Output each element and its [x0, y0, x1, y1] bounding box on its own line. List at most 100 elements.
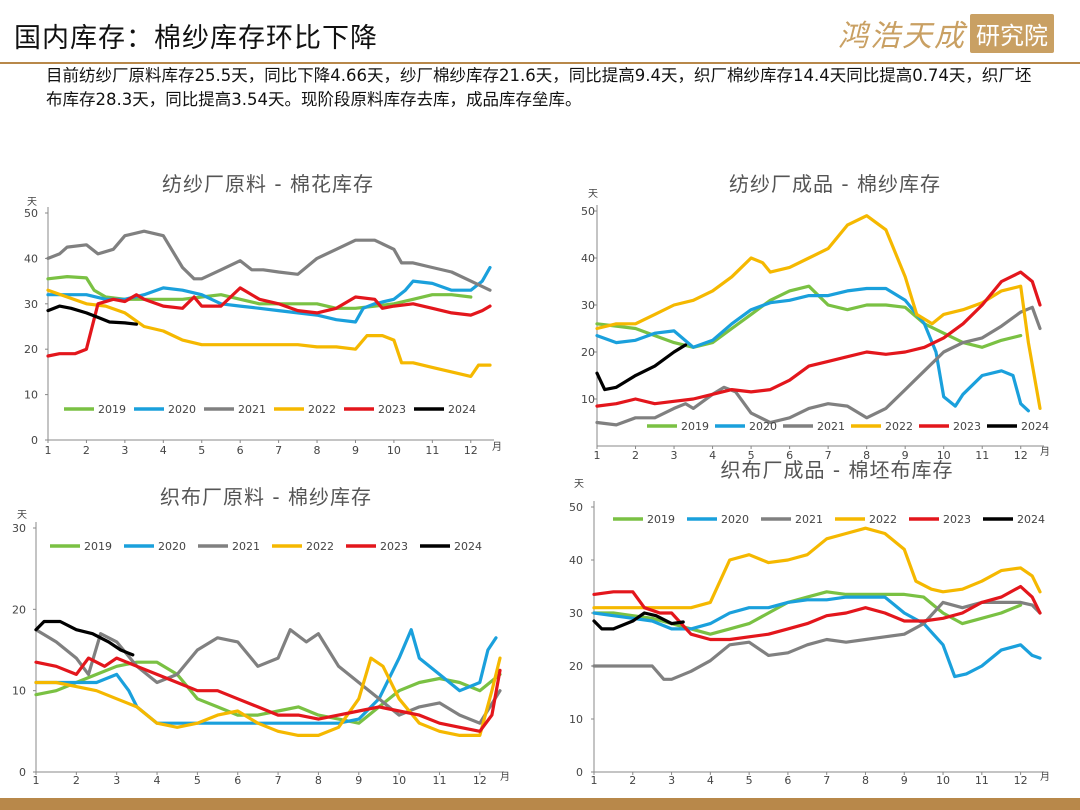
logo-text: 鸿浩天成 [838, 19, 966, 54]
x-tick-label: 7 [825, 449, 832, 462]
x-tick-label: 4 [160, 444, 167, 457]
x-unit-label: 月 [492, 441, 502, 453]
legend-label-2023: 2023 [943, 513, 971, 526]
legend-label-2022: 2022 [885, 420, 913, 433]
series-line-2019 [595, 284, 1023, 349]
x-tick-label: 6 [237, 444, 244, 457]
x-tick-label: 3 [113, 774, 120, 787]
legend-label-2021: 2021 [232, 540, 260, 553]
y-unit-label: 天 [17, 510, 27, 521]
x-tick-label: 12 [1014, 449, 1028, 462]
x-tick-label: 7 [823, 774, 830, 787]
y-unit-label: 天 [27, 197, 37, 208]
legend-label-2023: 2023 [380, 540, 408, 553]
x-tick-label: 8 [314, 444, 321, 457]
legend-label-2020: 2020 [158, 540, 186, 553]
x-tick-label: 2 [83, 444, 90, 457]
legend-label-2022: 2022 [308, 403, 336, 416]
header-divider [0, 62, 1080, 64]
x-tick-label: 3 [668, 774, 675, 787]
series-line-2022 [595, 214, 1042, 410]
x-tick-label: 5 [746, 774, 753, 787]
chart-title: 织布厂成品 - 棉坯布库存 [721, 458, 954, 482]
y-tick-label: 0 [31, 434, 38, 447]
x-tick-label: 4 [154, 774, 161, 787]
y-tick-label: 0 [19, 766, 26, 779]
series-line-2022 [46, 288, 492, 378]
legend-label-2021: 2021 [795, 513, 823, 526]
x-tick-label: 3 [671, 449, 678, 462]
series-line-2022 [592, 526, 1042, 610]
x-tick-label: 11 [975, 449, 989, 462]
x-tick-label: 9 [355, 774, 362, 787]
y-tick-label: 40 [581, 252, 595, 265]
y-unit-label: 天 [588, 189, 598, 200]
x-tick-label: 5 [198, 444, 205, 457]
legend-label-2019: 2019 [647, 513, 675, 526]
y-tick-label: 30 [569, 607, 583, 620]
x-tick-label: 12 [1014, 774, 1028, 787]
page-title: 国内库存：棉纱库存环比下降 [14, 23, 378, 54]
x-tick-label: 4 [709, 449, 716, 462]
x-tick-label: 1 [594, 449, 601, 462]
x-tick-label: 1 [45, 444, 52, 457]
x-tick-label: 7 [275, 774, 282, 787]
y-tick-label: 50 [581, 205, 595, 218]
y-tick-label: 20 [581, 346, 595, 359]
series-line-2023 [46, 286, 492, 358]
y-tick-label: 10 [581, 393, 595, 406]
series-line-2021 [34, 628, 502, 725]
x-unit-label: 月 [1040, 771, 1050, 783]
x-tick-label: 5 [194, 774, 201, 787]
legend-label-2024: 2024 [1021, 420, 1049, 433]
chart-title: 织布厂原料 - 棉纱库存 [160, 485, 372, 509]
x-tick-label: 12 [464, 444, 478, 457]
x-tick-label: 2 [632, 449, 639, 462]
logo-box: 研究院 [970, 13, 1054, 53]
x-tick-label: 9 [902, 449, 909, 462]
series-line-2021 [595, 305, 1042, 427]
series-line-2022 [34, 656, 502, 737]
y-tick-label: 20 [569, 660, 583, 673]
series-line-2023 [592, 584, 1042, 642]
x-tick-label: 8 [315, 774, 322, 787]
legend-label-2021: 2021 [817, 420, 845, 433]
x-unit-label: 月 [500, 771, 510, 783]
y-tick-label: 30 [24, 298, 38, 311]
y-tick-label: 30 [581, 299, 595, 312]
y-tick-label: 40 [24, 252, 38, 265]
series-line-2020 [595, 286, 1030, 413]
series-line-2024 [592, 611, 685, 631]
x-tick-label: 12 [473, 774, 487, 787]
bottom-bar [0, 798, 1080, 810]
x-tick-label: 1 [591, 774, 598, 787]
x-tick-label: 8 [863, 449, 870, 462]
series-line-2023 [595, 270, 1042, 408]
legend-label-2019: 2019 [681, 420, 709, 433]
chart-title: 纺纱厂成品 - 棉纱库存 [729, 172, 941, 196]
y-tick-label: 50 [569, 501, 583, 514]
y-tick-label: 10 [569, 713, 583, 726]
y-tick-label: 40 [569, 554, 583, 567]
legend-label-2019: 2019 [98, 403, 126, 416]
x-tick-label: 10 [392, 774, 406, 787]
legend-label-2020: 2020 [749, 420, 777, 433]
x-tick-label: 1 [33, 774, 40, 787]
x-tick-label: 8 [862, 774, 869, 787]
x-tick-label: 7 [275, 444, 282, 457]
legend-label-2022: 2022 [869, 513, 897, 526]
x-tick-label: 6 [786, 449, 793, 462]
series-line-2021 [46, 229, 492, 292]
legend-label-2024: 2024 [454, 540, 482, 553]
legend-label-2024: 2024 [1017, 513, 1045, 526]
series-line-2019 [34, 660, 502, 725]
series-line-2020 [592, 595, 1042, 679]
y-tick-label: 10 [24, 389, 38, 402]
legend-label-2020: 2020 [168, 403, 196, 416]
legend-label-2019: 2019 [84, 540, 112, 553]
x-tick-label: 11 [425, 444, 439, 457]
legend-label-2023: 2023 [953, 420, 981, 433]
legend-label-2020: 2020 [721, 513, 749, 526]
